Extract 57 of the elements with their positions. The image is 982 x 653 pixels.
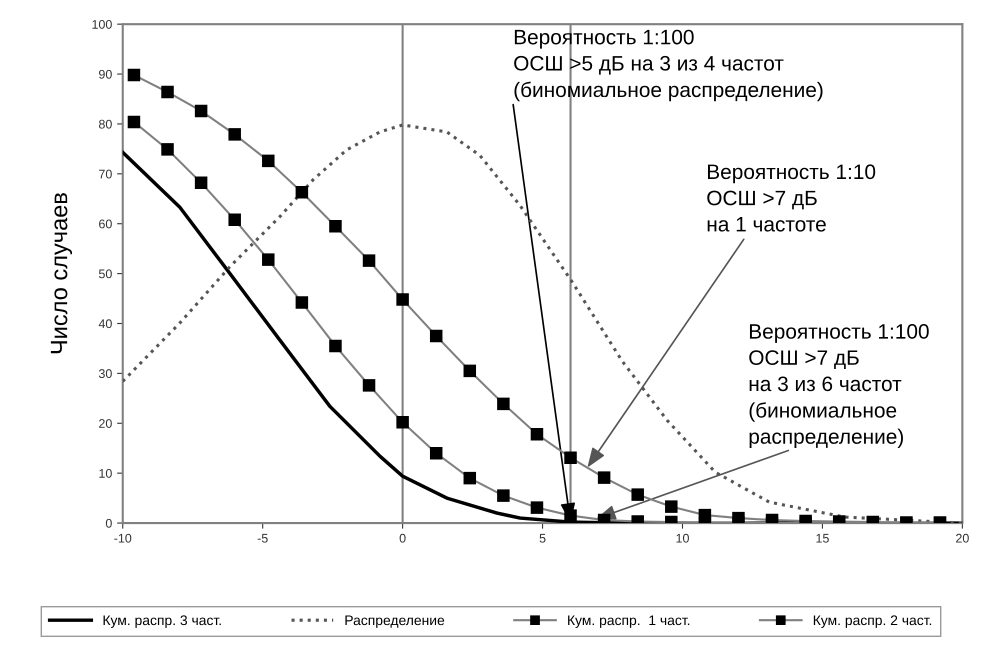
- point: [296, 296, 308, 309]
- annotation: Вероятность 1:100 ОСШ >5 дБ на 3 из 4 частот (биномиальное распределение): [514, 30, 823, 102]
- y-tick-label: 30: [98, 369, 112, 378]
- point: [296, 186, 308, 199]
- legend-label: Кум. распр. 2 част.: [814, 615, 932, 628]
- point: [262, 154, 275, 168]
- point: [128, 116, 140, 128]
- point: [530, 501, 544, 514]
- y-tick-label: 40: [98, 319, 112, 328]
- point: [262, 253, 275, 266]
- y-tick-label: 70: [99, 170, 112, 178]
- y-tick-label: 20: [99, 419, 112, 428]
- point: [128, 68, 140, 82]
- point: [497, 489, 510, 502]
- point: [194, 176, 208, 190]
- point: [362, 254, 376, 267]
- point: [161, 86, 174, 98]
- point: [329, 220, 342, 232]
- x-tick-label: 15: [816, 534, 829, 543]
- y-tick-label: 0: [106, 518, 112, 528]
- x-tick-label: 10: [676, 534, 689, 543]
- x-tick-label: -5: [258, 534, 268, 543]
- x-tick-label: 5: [540, 534, 546, 543]
- legend-label: Кум. распр. 1 част.: [568, 615, 690, 628]
- point: [665, 500, 678, 513]
- annotation: Вероятность 1:100 ОСШ >7 дБ на 3 из 6 частот (биномиальное распределение): [749, 324, 929, 448]
- point: [464, 472, 476, 484]
- y-tick-label: 100: [92, 20, 112, 29]
- point: [464, 364, 476, 378]
- legend-label: Распределение: [345, 615, 444, 628]
- point: [598, 471, 610, 484]
- point: [631, 488, 644, 501]
- legend-label: Кум. распр. 3 част.: [104, 615, 221, 628]
- y-axis-title: Число случаев: [50, 193, 72, 354]
- y-tick-label: 90: [99, 70, 112, 79]
- point: [497, 398, 510, 410]
- point: [228, 128, 241, 141]
- point: [564, 451, 577, 464]
- point: [228, 213, 241, 226]
- point: [329, 340, 342, 352]
- point: [430, 330, 442, 342]
- y-tick-label: 10: [99, 468, 112, 478]
- y-tick-label: 80: [98, 120, 112, 129]
- point: [564, 509, 577, 522]
- point: [396, 293, 409, 306]
- point: [396, 416, 409, 429]
- point: [430, 446, 442, 460]
- y-tick-label: 60: [99, 220, 112, 228]
- point: [362, 379, 376, 392]
- point: [161, 143, 174, 156]
- x-tick-label: -10: [114, 534, 132, 543]
- point: [530, 428, 544, 440]
- x-tick-label: 0: [400, 534, 406, 543]
- point: [194, 104, 208, 118]
- x-tick-label: 20: [956, 534, 969, 543]
- annotation: Вероятность 1:10 ОСШ >7 дБ на 1 частоте: [707, 164, 876, 232]
- y-tick-label: 50: [98, 269, 112, 278]
